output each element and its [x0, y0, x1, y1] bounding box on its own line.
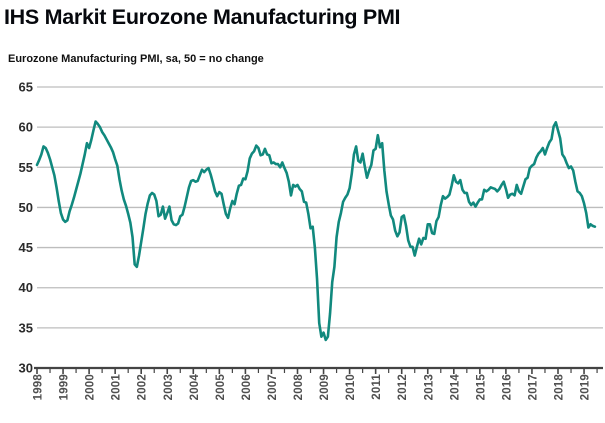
x-axis-label-2016: 2016: [501, 374, 513, 400]
x-axis-label-2014: 2014: [449, 374, 461, 401]
chart-subtitle: Eurozone Manufacturing PMI, sa, 50 = no …: [8, 53, 264, 65]
x-axis-label-2012: 2012: [397, 374, 409, 400]
y-axis-label-45: 45: [19, 240, 33, 255]
y-axis-label-60: 60: [19, 120, 33, 135]
x-axis-label-2005: 2005: [215, 374, 227, 401]
x-axis-label-2019: 2019: [580, 374, 592, 400]
x-axis-label-2017: 2017: [527, 374, 539, 400]
chart-title: IHS Markit Eurozone Manufacturing PMI: [4, 5, 401, 29]
x-axis-label-2003: 2003: [163, 374, 175, 400]
x-axis-label-2008: 2008: [293, 374, 305, 401]
y-axis-label-35: 35: [19, 320, 33, 335]
x-axis-label-2000: 2000: [85, 374, 97, 400]
x-axis-label-2009: 2009: [319, 374, 331, 400]
x-axis-label-2004: 2004: [189, 374, 201, 401]
pmi-series-line: [35, 120, 597, 342]
x-axis-label-1999: 1999: [59, 374, 71, 400]
x-axis-label-2015: 2015: [475, 374, 487, 401]
x-axis-label-2007: 2007: [267, 374, 279, 400]
x-axis-label-2013: 2013: [423, 374, 435, 400]
y-axis-label-50: 50: [19, 200, 33, 215]
x-axis-label-2010: 2010: [345, 374, 357, 400]
x-axis-label-1998: 1998: [33, 374, 45, 401]
y-axis-label-55: 55: [19, 160, 33, 175]
y-axis-label-30: 30: [19, 361, 33, 376]
x-axis-label-2001: 2001: [111, 374, 123, 401]
x-axis-label-2011: 2011: [371, 374, 383, 400]
x-axis-label-2018: 2018: [554, 374, 566, 401]
x-axis-label-2006: 2006: [241, 374, 253, 400]
y-axis-label-65: 65: [19, 80, 33, 95]
y-axis-label-40: 40: [19, 280, 33, 295]
x-axis-label-2002: 2002: [137, 374, 149, 400]
